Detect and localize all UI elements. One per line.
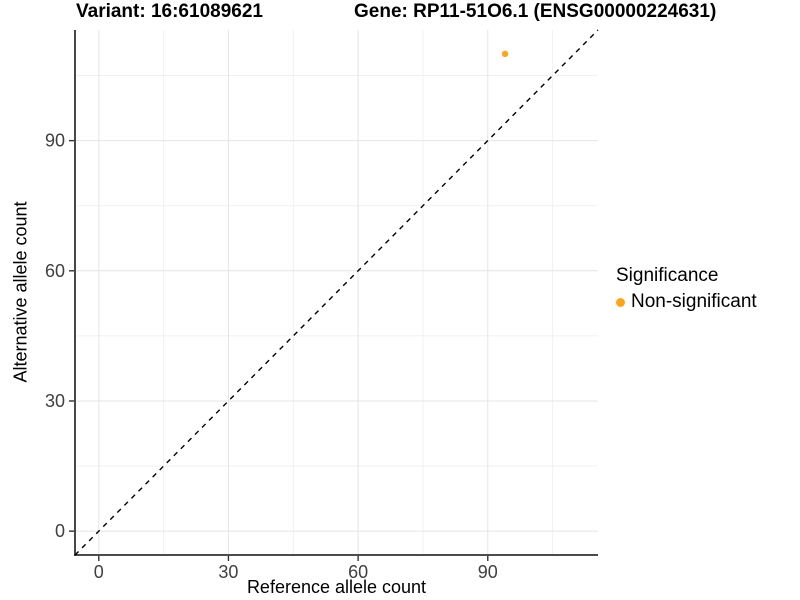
x-axis-title: Reference allele count <box>246 577 427 597</box>
variant-title: Variant: 16:61089621 <box>76 1 263 22</box>
y-axis-tick-label: 90 <box>45 131 65 151</box>
x-axis-tick-label: 30 <box>218 562 238 582</box>
x-axis-tick-label: 60 <box>348 562 368 582</box>
identity-line <box>74 29 599 556</box>
gene-title: Gene: RP11-51O6.1 (ENSG00000224631) <box>354 1 717 22</box>
data-point <box>501 50 509 58</box>
y-axis-tick-label: 30 <box>45 391 65 411</box>
legend-items: Non-significant <box>616 291 757 313</box>
legend-title: Significance <box>616 265 719 286</box>
y-axis-tick-label: 60 <box>45 261 65 281</box>
legend-item: Non-significant <box>616 291 757 313</box>
y-axis-tick-label: 0 <box>55 521 65 541</box>
legend-dot-icon <box>616 297 625 307</box>
x-axis-tick-label: 0 <box>94 562 104 582</box>
legend: Significance Non-significant <box>616 265 757 313</box>
legend-item-label: Non-significant <box>631 291 757 312</box>
x-axis-tick-label: 90 <box>478 562 498 582</box>
